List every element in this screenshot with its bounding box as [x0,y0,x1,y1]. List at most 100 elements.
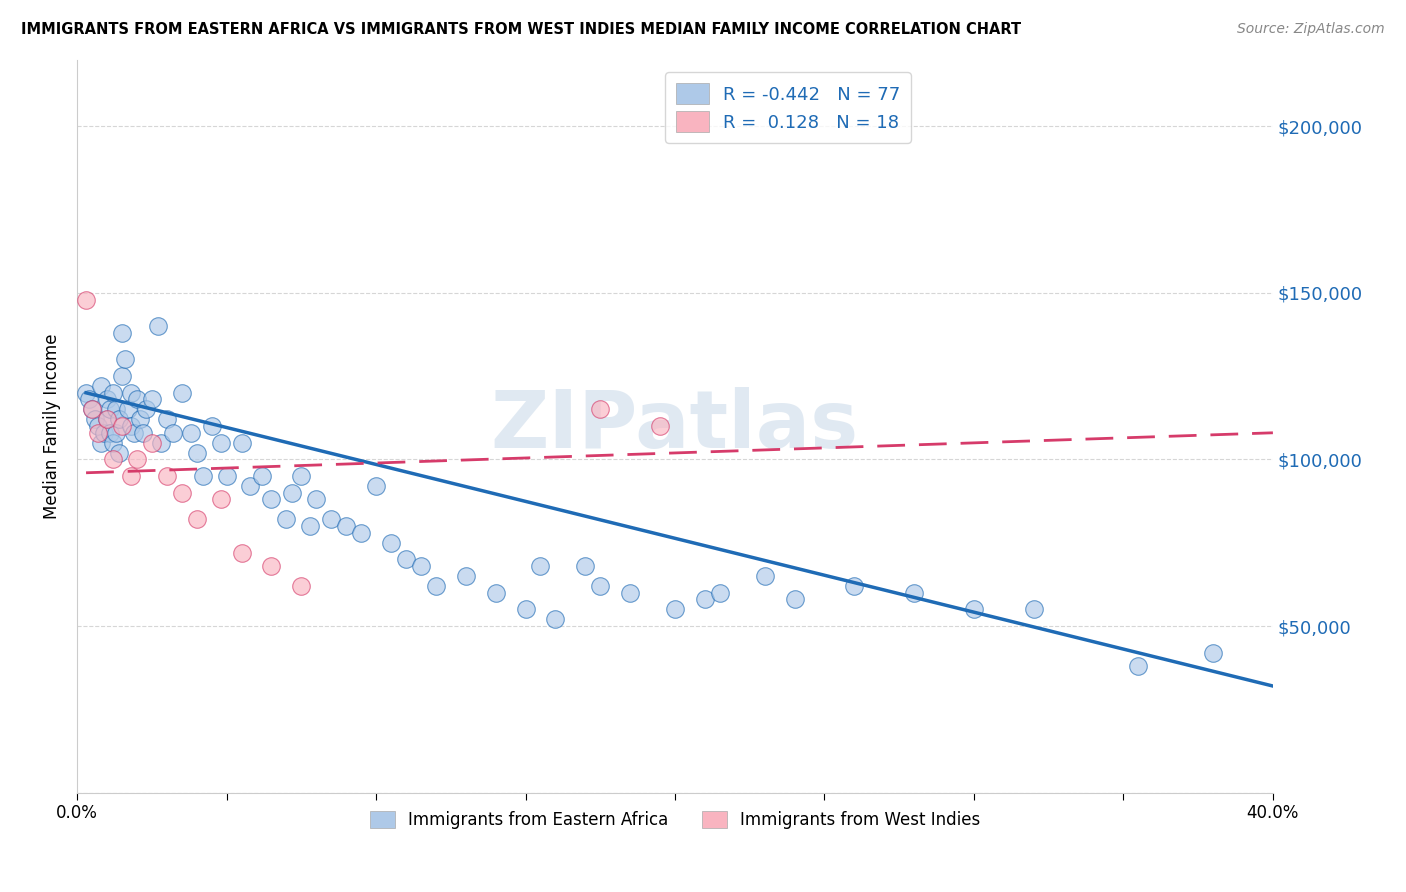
Point [120,469,142,483]
Point [664,602,686,616]
Point [544,612,567,626]
Point [1202,646,1225,660]
Point [454,569,477,583]
Point [305,492,328,507]
Point [589,579,612,593]
Point [515,602,537,616]
Point [108,412,131,426]
Point [120,385,142,400]
Point [101,385,124,400]
Point [186,512,208,526]
Point [276,512,298,526]
Point [1128,659,1150,673]
Point [75,293,97,307]
Point [125,452,148,467]
Point [215,469,238,483]
Point [170,385,193,400]
Point [90,379,112,393]
Point [146,319,169,334]
Point [1022,602,1045,616]
Point [108,446,131,460]
Point [844,579,866,593]
Point [350,525,373,540]
Point [135,402,157,417]
Point [96,392,118,407]
Point [709,585,731,599]
Point [120,419,142,434]
Point [87,419,110,434]
Point [122,425,145,440]
Text: ZIPatlas: ZIPatlas [491,387,859,465]
Point [335,519,357,533]
Point [589,402,612,417]
Point [80,402,103,417]
Point [98,402,121,417]
Point [96,412,118,426]
Point [380,535,402,549]
Point [104,425,127,440]
Point [201,419,224,434]
Point [364,479,387,493]
Point [191,469,214,483]
Point [209,435,232,450]
Point [209,492,232,507]
Text: IMMIGRANTS FROM EASTERN AFRICA VS IMMIGRANTS FROM WEST INDIES MEDIAN FAMILY INCO: IMMIGRANTS FROM EASTERN AFRICA VS IMMIGR… [21,22,1021,37]
Point [252,469,274,483]
Point [149,435,172,450]
Point [299,519,322,533]
Point [75,385,97,400]
Point [98,425,121,440]
Point [90,435,112,450]
Point [84,412,107,426]
Point [239,479,262,493]
Point [93,425,115,440]
Text: Source: ZipAtlas.com: Source: ZipAtlas.com [1237,22,1385,37]
Point [290,579,312,593]
Point [186,446,208,460]
Point [619,585,641,599]
Point [783,592,806,607]
Point [132,425,155,440]
Point [111,419,134,434]
Legend: Immigrants from Eastern Africa, Immigrants from West Indies: Immigrants from Eastern Africa, Immigran… [363,804,987,836]
Point [260,492,283,507]
Point [754,569,776,583]
Point [260,559,283,574]
Point [529,559,551,574]
Y-axis label: Median Family Income: Median Family Income [44,334,60,519]
Point [141,435,163,450]
Point [141,392,163,407]
Point [574,559,596,574]
Point [170,485,193,500]
Point [963,602,986,616]
Point [156,412,179,426]
Point [111,326,134,340]
Point [111,369,134,384]
Point [231,546,253,560]
Point [485,585,508,599]
Point [693,592,716,607]
Point [180,425,202,440]
Point [77,392,100,407]
Point [321,512,343,526]
Point [425,579,447,593]
Point [156,469,179,483]
Point [117,402,139,417]
Point [395,552,418,566]
Point [128,412,150,426]
Point [96,412,118,426]
Point [281,485,304,500]
Point [87,425,110,440]
Point [409,559,432,574]
Point [903,585,925,599]
Point [104,402,127,417]
Point [648,419,671,434]
Point [114,352,136,367]
Point [125,392,148,407]
Point [80,402,103,417]
Point [231,435,253,450]
Point [162,425,184,440]
Point [101,452,124,467]
Point [290,469,312,483]
Point [101,435,124,450]
